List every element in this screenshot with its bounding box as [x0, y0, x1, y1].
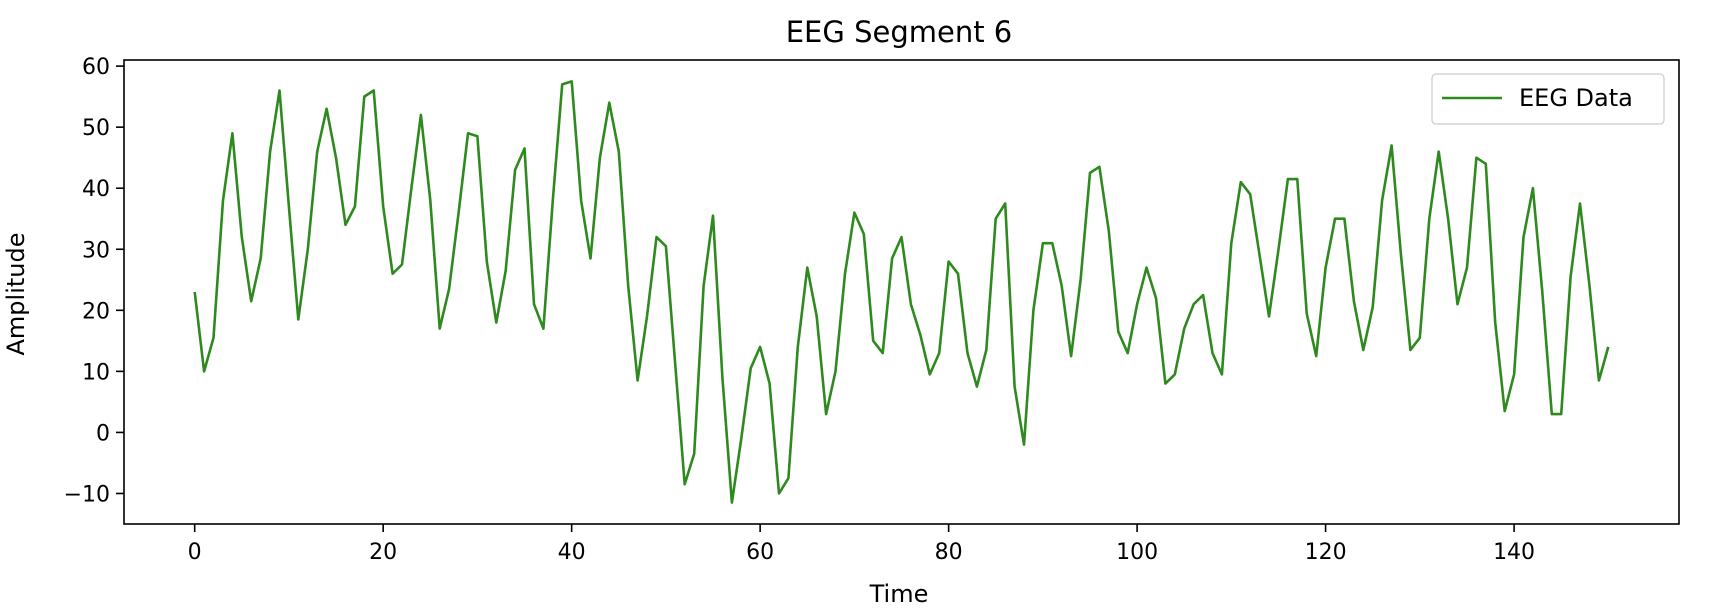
- x-tick-label: 120: [1305, 540, 1347, 565]
- x-axis-label: Time: [869, 580, 929, 608]
- y-axis: −10 0 10 20 30 40 50 60: [64, 55, 124, 507]
- x-tick-label: 20: [369, 540, 397, 565]
- y-tick-label: 30: [82, 238, 110, 263]
- x-tick-label: 100: [1116, 540, 1158, 565]
- eeg-data-line: [193, 80, 1610, 504]
- legend-box: [1431, 73, 1665, 125]
- y-tick-label: 0: [96, 421, 110, 446]
- y-tick-label: 20: [82, 299, 110, 324]
- x-tick-label: 80: [935, 540, 963, 565]
- x-tick-label: 60: [746, 540, 774, 565]
- axes-frame: [123, 59, 1680, 525]
- y-axis-label: Amplitude: [2, 233, 30, 356]
- x-tick-label: 140: [1493, 540, 1535, 565]
- y-tick-label: 50: [82, 116, 110, 141]
- x-tick-label: 0: [188, 540, 202, 565]
- y-tick-label: 60: [82, 55, 110, 80]
- y-tick-label: −10: [64, 482, 110, 507]
- legend-label: EEG Data: [1519, 84, 1633, 112]
- legend: EEG Data: [1431, 73, 1665, 125]
- plot-area: [193, 80, 1610, 504]
- x-axis: 0 20 40 60 80 100 120 140: [188, 524, 1535, 565]
- x-tick-label: 40: [558, 540, 586, 565]
- y-tick-label: 40: [82, 177, 110, 202]
- chart-title: EEG Segment 6: [786, 15, 1013, 49]
- y-tick-label: 10: [82, 360, 110, 385]
